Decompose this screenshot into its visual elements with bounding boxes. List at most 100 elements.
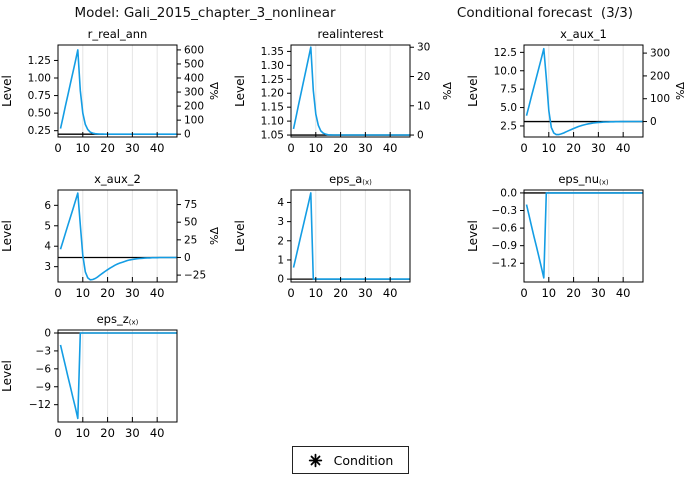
right-axis-label: %Δ xyxy=(208,82,221,100)
right-tick-label: −25 xyxy=(184,270,206,282)
x-tick-label: 40 xyxy=(383,286,398,300)
y-tick-label: 1.15 xyxy=(261,102,284,114)
y-axis-label: Level xyxy=(233,220,247,252)
series-line xyxy=(292,46,410,136)
y-tick-label: 3 xyxy=(44,261,51,273)
subplot-title: eps_nu(x) xyxy=(558,173,609,187)
x-tick-label: 10 xyxy=(75,141,90,155)
y-tick-label: 5.0 xyxy=(500,102,517,114)
subplot-realinterest: 1.05 1.10 1.15 1.20 1.25 1.30 1.35 0 10 20 30 40 0 10… xyxy=(233,27,466,175)
x-tick-label: 0 xyxy=(520,141,527,155)
y-axis-label: Level xyxy=(466,220,480,252)
right-tick-label: 30 xyxy=(417,42,430,54)
subplot-title: x_aux_2 xyxy=(94,173,141,186)
subplot-r-real-ann: 0.25 0.50 0.75 1.00 1.25 0 10 20 30 40 0 100 200 300 4… xyxy=(0,27,233,175)
x-tick-label: 40 xyxy=(150,426,165,440)
y-tick-label: 0.75 xyxy=(28,90,51,102)
x-tick-label: 10 xyxy=(75,286,90,300)
x-tick-label: 30 xyxy=(591,286,606,300)
y-tick-label: −3 xyxy=(36,345,51,357)
x-tick-label: 10 xyxy=(308,141,323,155)
right-tick-label: 100 xyxy=(184,115,204,127)
y-tick-label: 1.35 xyxy=(261,46,284,58)
right-axis-label: %Δ xyxy=(674,82,687,100)
legend-label: Condition xyxy=(333,452,394,468)
y-tick-label: 1 xyxy=(277,254,284,266)
x-tick-label: 10 xyxy=(541,141,556,155)
x-tick-label: 10 xyxy=(541,286,556,300)
plot-frame xyxy=(290,44,411,138)
right-tick-label: 300 xyxy=(184,87,204,99)
y-tick-label: 0.25 xyxy=(28,125,51,137)
chart-svg: 0.0 −0.3 −0.6 −0.9 −1.2 0 10 20 30 40 eps_nu(x) Lev… xyxy=(466,172,644,300)
y-tick-label: 2 xyxy=(277,235,284,247)
right-axis-label: %Δ xyxy=(208,227,221,245)
subplot-x-aux-1: 2.5 5.0 7.5 10.0 12.5 0 10 20 30 40 0 100 200 300 %Δ x_… xyxy=(466,27,699,175)
subplot-title: eps_a(x) xyxy=(329,173,372,187)
plot-frame xyxy=(57,329,178,423)
right-tick-label: 200 xyxy=(650,70,670,82)
x-tick-label: 30 xyxy=(125,286,140,300)
x-tick-label: 10 xyxy=(308,286,323,300)
plot-frame xyxy=(523,44,644,138)
x-tick-label: 30 xyxy=(358,286,373,300)
right-tick-label: 10 xyxy=(417,100,430,112)
x-tick-label: 30 xyxy=(125,426,140,440)
y-tick-label: 1.30 xyxy=(261,60,284,72)
condition-star-icon xyxy=(308,453,322,467)
series-line xyxy=(59,332,177,420)
y-tick-label: 0.50 xyxy=(28,108,51,120)
right-tick-label: 25 xyxy=(184,234,197,246)
right-tick-label: 0 xyxy=(184,129,191,141)
subplot-title: r_real_ann xyxy=(88,28,148,41)
x-tick-label: 40 xyxy=(150,286,165,300)
right-tick-label: 300 xyxy=(650,48,670,60)
plot-frame xyxy=(57,189,178,283)
y-tick-label: 1.25 xyxy=(28,55,51,67)
y-tick-label: −6 xyxy=(36,363,52,375)
x-tick-label: 20 xyxy=(333,286,348,300)
legend-box: Condition xyxy=(292,446,409,474)
series-line xyxy=(525,47,643,136)
y-tick-label: 1.00 xyxy=(28,73,51,85)
y-axis-label: Level xyxy=(466,75,480,107)
y-axis-label: Level xyxy=(0,75,14,107)
subplot-eps-nu: 0.0 −0.3 −0.6 −0.9 −1.2 0 10 20 30 40 eps_nu(x) Lev… xyxy=(466,172,699,320)
x-tick-label: 0 xyxy=(54,426,61,440)
y-tick-label: −12 xyxy=(29,399,51,411)
y-axis-label: Level xyxy=(0,220,14,252)
y-tick-label: −0.6 xyxy=(492,223,518,235)
x-tick-label: 20 xyxy=(100,286,115,300)
x-tick-label: 20 xyxy=(100,141,115,155)
series-line xyxy=(59,49,177,135)
plot-frame xyxy=(523,189,644,283)
series-line xyxy=(59,192,177,281)
chart-svg: 2.5 5.0 7.5 10.0 12.5 0 10 20 30 40 0 100 200 300 %Δ x_… xyxy=(466,27,687,155)
x-tick-label: 20 xyxy=(566,141,581,155)
y-axis-label: Level xyxy=(233,75,247,107)
y-tick-label: 2.5 xyxy=(500,120,517,132)
x-tick-label: 10 xyxy=(75,426,90,440)
right-tick-label: 500 xyxy=(184,58,204,70)
right-axis-label: %Δ xyxy=(441,82,454,100)
figure-title-forecast: Conditional forecast (3/3) xyxy=(456,5,634,21)
figure-title-model: Model: Gali_2015_chapter_3_nonlinear xyxy=(74,5,336,21)
y-tick-label: 1.20 xyxy=(261,88,284,100)
y-tick-label: −9 xyxy=(36,381,51,393)
y-tick-label: −0.3 xyxy=(492,205,518,217)
subplot-eps-z: 0 −3 −6 −9 −12 0 10 20 30 40 eps_z(x) Level xyxy=(0,312,233,460)
y-tick-label: 12.5 xyxy=(494,47,517,59)
x-tick-label: 40 xyxy=(150,141,165,155)
y-tick-label: 4 xyxy=(277,197,284,209)
subplot-x-aux-2: 3 4 5 6 0 10 20 30 40 −25 0 25 50 75 %Δ x_aux_2 Level xyxy=(0,172,233,320)
x-tick-label: 40 xyxy=(616,141,631,155)
x-tick-label: 30 xyxy=(591,141,606,155)
x-tick-label: 30 xyxy=(358,141,373,155)
y-tick-label: 1.05 xyxy=(261,130,284,142)
x-tick-label: 30 xyxy=(125,141,140,155)
x-tick-label: 0 xyxy=(54,141,61,155)
right-tick-label: 50 xyxy=(184,217,197,229)
chart-svg: 0.250.500.751.001.250 10 20 30 4001002003004… xyxy=(0,27,221,155)
